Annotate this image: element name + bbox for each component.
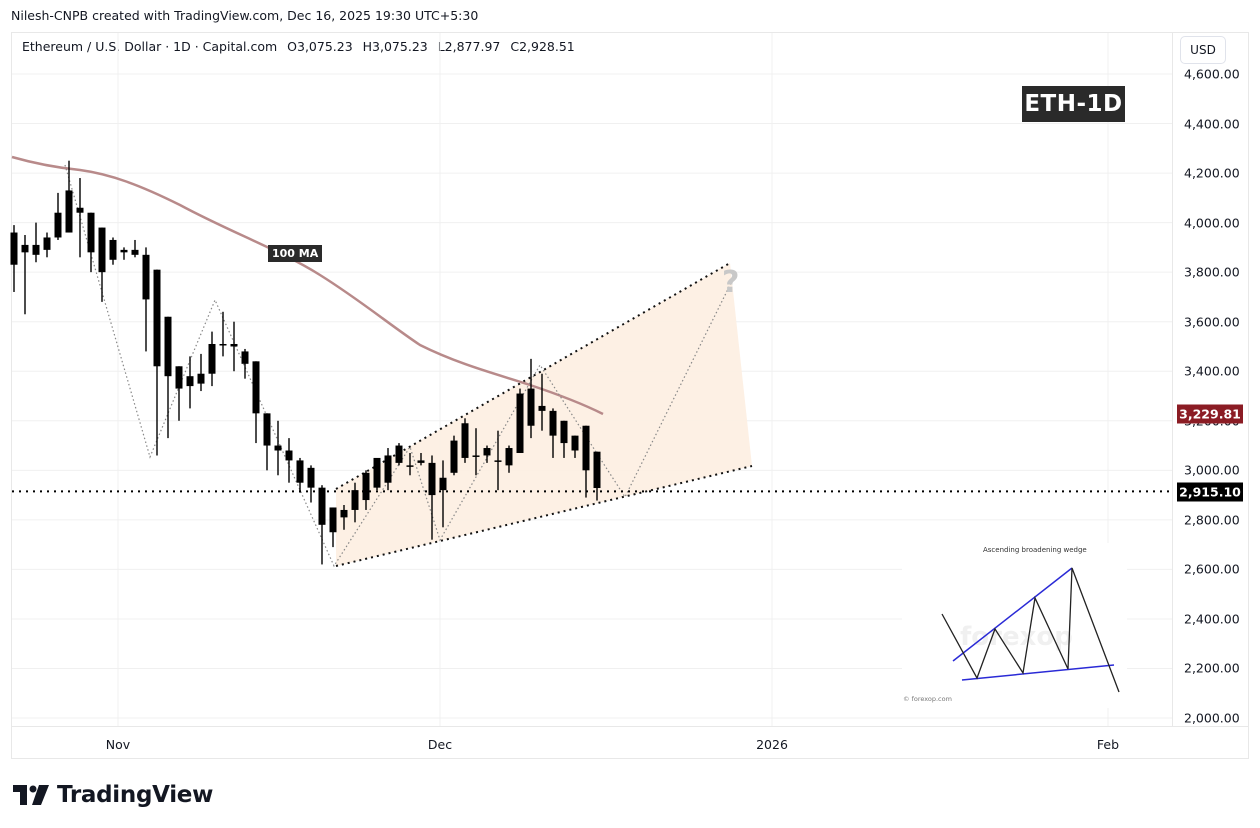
ma-price-tag: 3,229.81 bbox=[1177, 404, 1243, 424]
moving-average-line bbox=[11, 155, 604, 416]
ohlc-close: C2,928.51 bbox=[510, 39, 575, 54]
time-axis-divider bbox=[11, 726, 1249, 727]
time-axis-label: Nov bbox=[105, 737, 131, 752]
ma-label: 100 MA bbox=[268, 245, 323, 262]
time-axis-label: 2026 bbox=[756, 737, 788, 752]
price-axis-label: 3,400.00 bbox=[1184, 363, 1240, 379]
price-axis-divider bbox=[1172, 32, 1173, 726]
svg-text:forexop: forexop bbox=[960, 622, 1073, 652]
currency-button[interactable]: USD bbox=[1180, 36, 1226, 64]
ohlc-high: H3,075.23 bbox=[362, 39, 428, 54]
zigzag-lines bbox=[64, 164, 736, 568]
price-axis-label: 4,200.00 bbox=[1184, 165, 1240, 181]
wedge-pattern bbox=[335, 262, 753, 567]
price-axis-label: 2,000.00 bbox=[1184, 710, 1240, 726]
tradingview-logo[interactable]: TradingView bbox=[13, 782, 213, 808]
price-axis-label: 2,400.00 bbox=[1184, 611, 1240, 627]
time-axis-label: Dec bbox=[427, 737, 453, 752]
time-axis-label: Feb bbox=[1096, 737, 1120, 752]
price-axis-label: 2,200.00 bbox=[1184, 660, 1240, 676]
tradingview-logo-icon bbox=[13, 785, 49, 805]
chart-caption: Nilesh-CNPB created with TradingView.com… bbox=[11, 8, 479, 23]
chart-frame bbox=[11, 32, 1249, 759]
symbol-legend: Ethereum / U.S. Dollar · 1D · Capital.co… bbox=[22, 39, 581, 54]
price-axis-label: 4,400.00 bbox=[1184, 116, 1240, 132]
price-axis-label: 3,000.00 bbox=[1184, 462, 1240, 478]
ohlc-open: O3,075.23 bbox=[287, 39, 353, 54]
inset-title: Ascending broadening wedge bbox=[983, 546, 1087, 554]
candlesticks bbox=[10, 160, 601, 565]
title-badge: ETH-1D bbox=[1022, 86, 1125, 122]
price-axis-label: 2,800.00 bbox=[1184, 512, 1240, 528]
price-axis-label: 2,600.00 bbox=[1184, 561, 1240, 577]
price-axis-label: 3,600.00 bbox=[1184, 314, 1240, 330]
pattern-illustration: forexop bbox=[902, 543, 1127, 708]
price-axis-label: 3,800.00 bbox=[1184, 264, 1240, 280]
price-axis-label: 4,000.00 bbox=[1184, 215, 1240, 231]
inset-copyright: © forexop.com bbox=[903, 695, 952, 703]
symbol-name[interactable]: Ethereum / U.S. Dollar · 1D · Capital.co… bbox=[22, 39, 278, 54]
tradingview-wordmark: TradingView bbox=[57, 782, 214, 808]
ohlc-low: L2,877.97 bbox=[437, 39, 501, 54]
question-mark: ? bbox=[722, 265, 740, 300]
price-axis-label: 4,600.00 bbox=[1184, 66, 1240, 82]
horizontal-price-tag: 2,915.10 bbox=[1177, 482, 1243, 502]
